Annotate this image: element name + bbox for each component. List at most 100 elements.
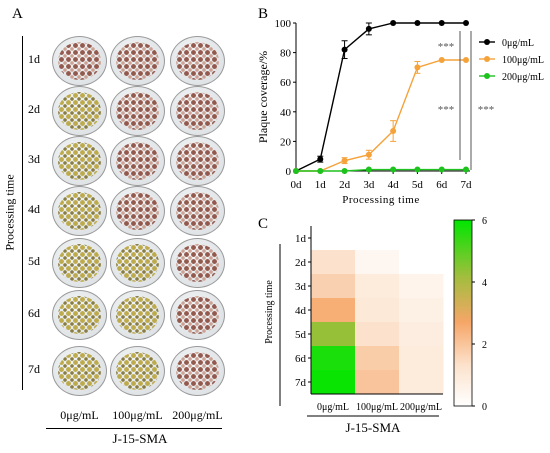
petri-dish [170,346,225,396]
seeds [116,92,159,130]
column-label: 100μg/mL [112,408,163,422]
panel-letter-c: C [258,216,269,232]
petri-dish [52,86,107,136]
seeds [176,92,219,130]
heatmap-cell [399,226,444,251]
petri-dish [110,136,165,186]
row-label: 3d [28,152,40,166]
y-tick-label: 40 [280,107,292,119]
data-point [365,166,372,173]
x-tick-label: 6d [436,179,448,191]
legend-label: 200μg/mL [502,72,544,83]
data-point [414,64,421,71]
heatmap-cell [311,298,356,323]
heatmap-cell [399,322,444,347]
plaque-heatmap: 1d 2d 3d 4d 5d 6d 7d 0μg/mL 100μg/mL 200μg/mL Proc… [264,216,487,435]
heatmap-cell [311,250,356,275]
x-tick-label: 4d [388,179,400,191]
petri-dish [52,290,107,340]
petri-dish [52,36,107,86]
petri-dish [170,186,225,236]
heatmap-cell [355,250,400,275]
seeds [58,42,101,80]
petri-dish [110,36,165,86]
treatment-axis-line [46,428,222,429]
heatmap-cell [311,226,356,251]
row-label: 5d [295,329,307,341]
colorbar-tick-label: 6 [482,216,487,227]
row-label: 6d [28,306,40,320]
seeds [116,244,159,282]
seeds [176,192,219,230]
series-line [296,59,466,172]
panel-letter-a: A [12,6,23,22]
data-point [414,166,421,173]
petri-dish [170,238,225,288]
column-label: 0μg/mL [60,408,99,422]
heatmap-cell [355,322,400,347]
data-point [390,166,397,173]
data-point [317,156,324,163]
petri-dish [170,136,225,186]
row-label: 1d [28,52,40,66]
seeds [58,92,101,130]
x-tick-label: 2d [339,179,351,191]
petri-dish [110,86,165,136]
petri-dish [52,186,107,236]
data-point [438,57,445,63]
petri-dish [52,136,107,186]
petri-dish [170,290,225,340]
heatmap-cell [399,346,444,371]
heatmap-cell [355,370,400,395]
data-point [341,46,348,53]
data-point [390,128,397,135]
seeds [176,42,219,80]
series-line [295,22,466,172]
x-tick-label: 7d [461,179,473,191]
heatmap-cell [399,250,444,275]
seeds [176,296,219,334]
row-label: 2d [28,102,40,116]
y-tick-label: 0 [286,166,292,178]
x-tick-label: 0d [291,179,303,191]
heatmap-cell [355,274,400,299]
x-tick-label: 5d [412,179,424,191]
heatmap-cell [399,370,444,395]
colorbar-tick-label: 2 [482,340,487,351]
column-label: 200μg/mL [172,408,223,422]
seeds [116,296,159,334]
heatmap-cell [355,298,400,323]
row-label: 4d [295,305,307,317]
x-tick-label: 1d [315,179,327,191]
data-point [463,166,469,173]
y-axis-title: Plaque coverage/% [256,51,270,143]
heatmap-cell [311,346,356,371]
petri-dish [110,238,165,288]
seeds [58,192,101,230]
heatmap-cell [399,298,444,323]
heatmap-x-title: J-15-SMA [346,420,402,435]
data-point [365,151,372,158]
plaque-coverage-line-chart: 0 20 40 60 80 100 0d 1d 2d 3d 4d 5d 6d 7d Processing t… [256,18,544,206]
legend-label: 100μg/mL [502,55,544,66]
panel-letter-b: B [258,6,269,22]
processing-time-axis-line [22,36,23,390]
significance-label: *** [438,41,455,53]
data-point [341,157,348,164]
data-point [317,168,324,174]
petri-dish [52,238,107,288]
legend-label: 0μg/mL [502,38,534,49]
legend-marker [484,39,490,45]
heatmap-cell [311,322,356,347]
colorbar-tick-label: 4 [482,278,487,289]
petri-dish [52,346,107,396]
petri-dish [170,86,225,136]
seeds [116,192,159,230]
seeds [58,244,101,282]
data-point [438,166,445,173]
column-label: 0μg/mL [317,402,349,413]
significance-label: *** [478,104,495,116]
legend-marker [484,56,490,62]
y-tick-label: 20 [280,136,292,148]
heatmap-cell [355,346,400,371]
